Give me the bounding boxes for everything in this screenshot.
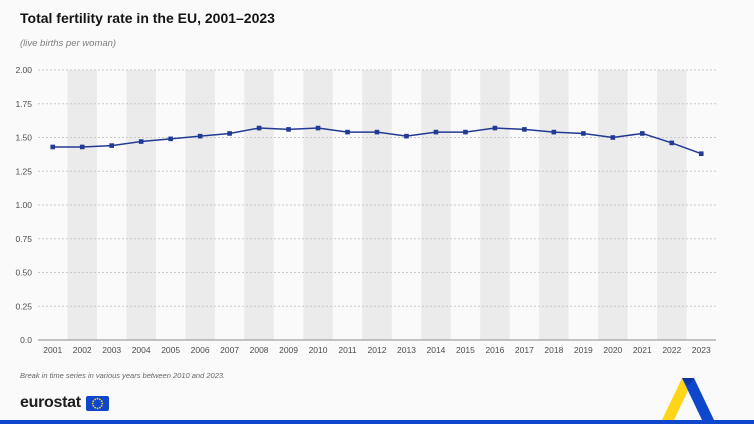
data-point bbox=[492, 125, 498, 131]
chart-subtitle: (live births per woman) bbox=[20, 38, 117, 49]
data-point bbox=[610, 135, 616, 140]
eu-flag-background bbox=[85, 395, 109, 411]
x-tick-label: 2011 bbox=[338, 345, 357, 355]
x-tick-label: 2001 bbox=[43, 345, 62, 355]
eu-flag-star bbox=[91, 402, 94, 404]
y-tick-label: 1.00 bbox=[15, 200, 32, 210]
data-point bbox=[50, 144, 56, 150]
data-point bbox=[640, 131, 645, 136]
y-tick-label: 0.50 bbox=[15, 268, 32, 278]
data-point bbox=[669, 140, 675, 146]
data-point bbox=[197, 133, 203, 139]
data-point bbox=[433, 129, 439, 135]
y-tick-label: 2.00 bbox=[15, 65, 32, 75]
chart-footnote: Break in time series in various years be… bbox=[20, 371, 226, 380]
data-point bbox=[227, 131, 232, 136]
x-tick-label: 2014 bbox=[426, 345, 445, 355]
data-point bbox=[404, 133, 409, 139]
x-tick-label: 2004 bbox=[132, 345, 151, 355]
x-tick-label: 2009 bbox=[279, 345, 298, 355]
x-tick-label: 2012 bbox=[368, 345, 387, 355]
data-point bbox=[315, 125, 321, 131]
eu-flag-star bbox=[100, 399, 103, 402]
fertility-line-chart: 0.0 0.25 0.50 0.75 1.00 1.25 1.50 1.75 2.00 2001 2… bbox=[15, 65, 716, 355]
x-tick-label: 2013 bbox=[397, 345, 416, 355]
eu-flag-star bbox=[96, 406, 99, 409]
x-tick-label: 2006 bbox=[191, 345, 210, 355]
y-tick-label: 1.50 bbox=[15, 133, 32, 143]
y-tick-label: 1.25 bbox=[15, 166, 32, 176]
eu-flag-star bbox=[98, 406, 101, 409]
eu-flag-star bbox=[92, 399, 94, 402]
x-tick-label: 2002 bbox=[73, 345, 92, 355]
data-point bbox=[345, 129, 350, 135]
eu-flag-star bbox=[93, 397, 96, 400]
bottom-accent-bar bbox=[0, 420, 754, 424]
eu-flag-star bbox=[93, 406, 96, 409]
y-tick-label: 0.75 bbox=[15, 234, 32, 244]
ribbon-fold bbox=[682, 378, 694, 386]
eurostat-logo: eurostat bbox=[20, 394, 109, 412]
data-point bbox=[551, 129, 557, 135]
x-tick-label: 2016 bbox=[485, 345, 504, 355]
x-tick-label: 2007 bbox=[220, 345, 239, 355]
x-tick-label: 2010 bbox=[309, 345, 328, 355]
x-tick-label: 2023 bbox=[692, 345, 711, 355]
data-point bbox=[138, 139, 144, 144]
eu-flag-star bbox=[98, 397, 101, 400]
data-point bbox=[698, 151, 704, 156]
x-tick-label: 2019 bbox=[574, 345, 593, 355]
x-tick-label: 2003 bbox=[102, 345, 121, 355]
chart-title: Total fertility rate in the EU, 2001–202… bbox=[20, 10, 275, 26]
y-tick-label: 1.75 bbox=[15, 99, 32, 109]
x-tick-label: 2021 bbox=[633, 345, 652, 355]
eurostat-logo-text: eurostat bbox=[20, 394, 81, 411]
y-tick-label: 0.0 bbox=[20, 335, 32, 345]
x-tick-label: 2008 bbox=[250, 345, 269, 355]
eu-flag-star bbox=[92, 404, 94, 407]
x-tick-label: 2015 bbox=[456, 345, 475, 355]
data-point bbox=[581, 131, 586, 136]
x-tick-label: 2005 bbox=[161, 345, 180, 355]
data-point bbox=[256, 125, 262, 131]
data-point bbox=[168, 136, 173, 142]
eu-flag-star bbox=[100, 404, 103, 407]
data-point bbox=[109, 143, 114, 148]
data-point bbox=[79, 144, 85, 150]
data-point bbox=[463, 129, 468, 135]
data-point bbox=[374, 129, 380, 135]
eu-flag-star bbox=[96, 397, 99, 400]
ribbon-decoration-icon bbox=[662, 378, 714, 420]
x-tick-label: 2018 bbox=[544, 345, 563, 355]
y-tick-label: 0.25 bbox=[15, 301, 32, 311]
x-tick-label: 2020 bbox=[603, 345, 622, 355]
ribbon-blue-stripe bbox=[682, 378, 714, 420]
data-point bbox=[522, 127, 527, 132]
data-point bbox=[286, 127, 291, 132]
eu-flag-star bbox=[101, 402, 103, 404]
eu-flag-icon bbox=[85, 395, 109, 411]
x-tick-label: 2022 bbox=[662, 345, 681, 355]
x-tick-label: 2017 bbox=[515, 345, 534, 355]
ribbon-yellow-stripe bbox=[662, 378, 694, 420]
